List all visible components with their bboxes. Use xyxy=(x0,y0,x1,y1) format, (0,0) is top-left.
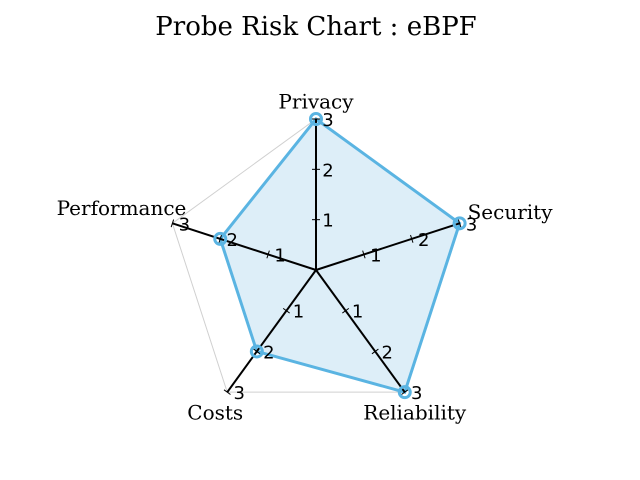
axis-label-reliability: Reliability xyxy=(363,401,467,425)
tick-mark-reliability-2 xyxy=(371,348,379,355)
tick-mark-security-2 xyxy=(410,234,414,243)
axis-label-privacy: Privacy xyxy=(278,90,354,114)
axis-line-performance xyxy=(172,222,317,271)
axis-layer xyxy=(170,118,462,395)
tick-label-security-1: 1 xyxy=(370,245,381,266)
tick-mark-reliability-1 xyxy=(342,307,350,314)
tick-label-reliability-3: 3 xyxy=(411,383,422,404)
axis-label-layer: Privacy Security Reliability Costs Performan… xyxy=(57,90,554,425)
tick-label-privacy-2: 2 xyxy=(322,160,333,181)
axis-line-costs xyxy=(226,269,317,393)
data-point-security xyxy=(452,216,467,231)
tick-label-security-2: 2 xyxy=(418,230,429,251)
tick-mark-performance-1 xyxy=(266,250,270,259)
tick-mark-security-3 xyxy=(457,219,462,228)
tick-mark-costs-3 xyxy=(223,389,231,395)
marker-layer xyxy=(213,112,467,400)
axis-label-costs: Costs xyxy=(187,401,243,425)
tick-label-privacy-3: 3 xyxy=(322,110,333,131)
tick-label-privacy-1: 1 xyxy=(322,211,333,232)
tick-label-costs-2: 2 xyxy=(263,342,274,363)
tick-mark-costs-2 xyxy=(253,348,261,355)
tick-mark-reliability-3 xyxy=(401,389,409,395)
tick-label-costs-3: 3 xyxy=(234,383,245,404)
tick-label-reliability-1: 1 xyxy=(352,302,363,323)
tick-label-performance-3: 3 xyxy=(179,214,190,235)
tick-label-costs-1: 1 xyxy=(293,302,304,323)
axis-label-performance: Performance xyxy=(57,196,187,220)
tick-label-reliability-2: 2 xyxy=(381,342,392,363)
series-area-layer xyxy=(218,116,462,394)
tick-label-performance-2: 2 xyxy=(227,230,238,251)
tick-mark-costs-1 xyxy=(282,307,290,314)
tick-mark-performance-2 xyxy=(218,234,222,243)
tick-mark-performance-3 xyxy=(170,219,175,228)
series-area xyxy=(218,116,462,394)
axis-line-reliability xyxy=(315,269,406,393)
data-point-reliability xyxy=(397,385,412,400)
axis-line-security xyxy=(315,222,460,271)
tick-mark-security-1 xyxy=(362,250,366,259)
tick-label-performance-1: 1 xyxy=(274,245,285,266)
tick-label-security-3: 3 xyxy=(466,214,477,235)
chart-title: Probe Risk Chart : eBPF xyxy=(155,12,476,42)
data-point-privacy xyxy=(309,112,323,126)
data-point-costs xyxy=(249,344,264,359)
data-point-performance xyxy=(213,231,228,246)
axis-label-security: Security xyxy=(468,200,554,224)
